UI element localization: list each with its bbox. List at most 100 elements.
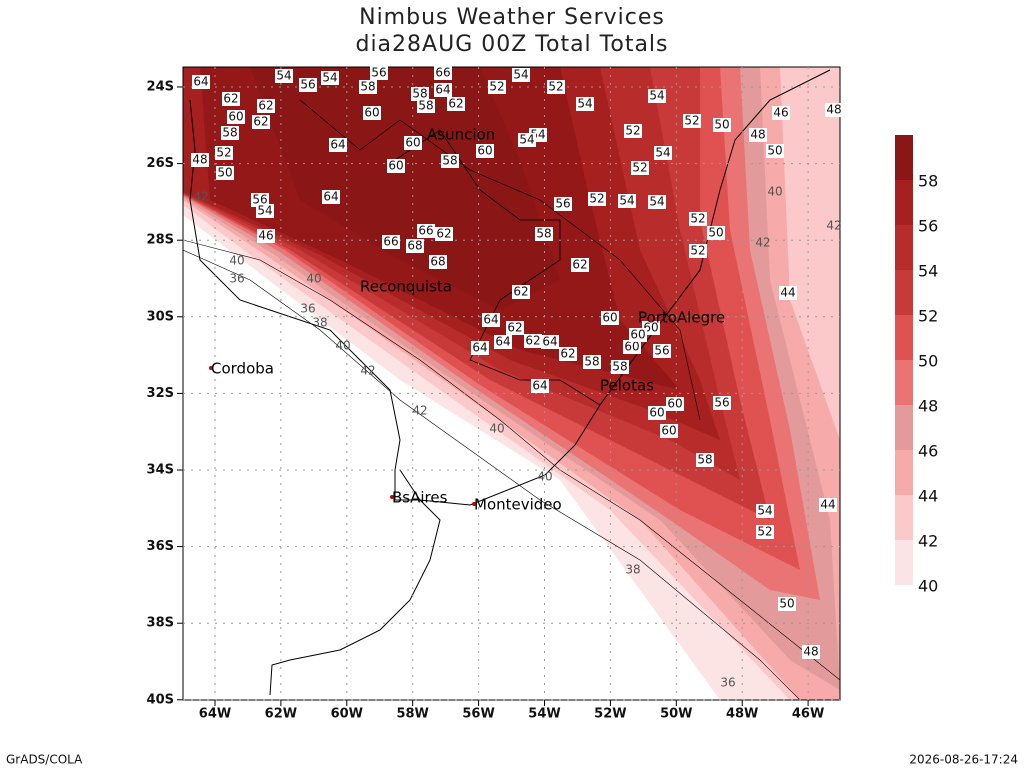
- contour-label-box: [192, 75, 210, 89]
- contour-label: 62: [448, 97, 463, 111]
- contour-label-box: [216, 166, 234, 180]
- contour-label: 52: [690, 244, 705, 258]
- colorbar-label: 58: [918, 172, 938, 191]
- contour-label: 54: [577, 97, 592, 111]
- lon-label: 62W: [265, 707, 297, 722]
- contour-label-box: [779, 286, 797, 300]
- contour-label: 42: [412, 404, 427, 418]
- contour-label-box: [756, 504, 774, 518]
- contour-label: 56: [654, 344, 669, 358]
- colorbar-label: 56: [918, 217, 938, 236]
- contour-label: 58: [222, 126, 237, 140]
- contour-label-box: [535, 227, 553, 241]
- contour-label-box: [387, 159, 405, 173]
- colorbar-label: 54: [918, 262, 938, 281]
- lon-label: 58W: [396, 707, 428, 722]
- contour-label: 48: [826, 103, 841, 117]
- contour-label: 44: [780, 286, 795, 300]
- colorbar-swatch: [895, 360, 913, 405]
- contour-label: 56: [371, 66, 386, 80]
- contour-label-box: [576, 97, 594, 111]
- contour-label-box: [359, 80, 377, 94]
- city-name: Montevideo: [474, 496, 562, 514]
- contour-label-box: [518, 133, 536, 147]
- contour-label-box: [618, 194, 636, 208]
- colorbar-swatch: [895, 180, 913, 225]
- contour-label: 48: [803, 645, 818, 659]
- contour-label-box: [624, 124, 642, 138]
- contour-label-box: [488, 80, 506, 94]
- contour-label-box: [648, 89, 666, 103]
- contour-label: 54: [519, 133, 534, 147]
- contour-label: 64: [532, 379, 547, 393]
- contour-label-box: [417, 99, 435, 113]
- contour-label-box: [275, 69, 293, 83]
- contour-label-box: [524, 334, 542, 348]
- contour-label: 62: [223, 92, 238, 106]
- contour-label: 60: [667, 397, 682, 411]
- contour-label-box: [404, 136, 422, 150]
- contour-label: 42: [360, 364, 375, 378]
- contour-label-box: [713, 118, 731, 132]
- contour-label-box: [512, 68, 530, 82]
- footer-right: 2026-08-26-17:24: [909, 753, 1018, 767]
- contour-label-box: [648, 406, 666, 420]
- contour-label: 62: [560, 347, 575, 361]
- contour-label: 62: [525, 334, 540, 348]
- contour-label-box: [256, 204, 274, 218]
- colorbar: 40 42 44 46 48 50 52 54 56 58: [895, 135, 938, 596]
- contour-label: 58: [442, 154, 457, 168]
- contour-label-box: [512, 285, 530, 299]
- contour-label: 56: [300, 78, 315, 92]
- contour-label: 40: [537, 470, 552, 484]
- contour-label-box: [654, 146, 672, 160]
- contour-label: 38: [625, 563, 640, 577]
- contour-label-box: [707, 226, 725, 240]
- contour-label: 52: [625, 124, 640, 138]
- contour-label-box: [506, 321, 524, 335]
- contour-label: 68: [430, 255, 445, 269]
- contour-label: 64: [193, 75, 208, 89]
- contour-label-box: [683, 114, 701, 128]
- contour-label: 50: [767, 144, 782, 158]
- contour-label-box: [227, 110, 245, 124]
- contour-label: 60: [364, 106, 379, 120]
- contour-label: 52: [690, 212, 705, 226]
- contour-label: 62: [253, 115, 268, 129]
- contour-label-box: [406, 239, 424, 253]
- contour-label-box: [434, 66, 452, 80]
- lon-label: 56W: [462, 707, 494, 722]
- footer-left: GrADS/COLA: [6, 753, 83, 767]
- colorbar-label: 52: [918, 307, 938, 326]
- city-name: Reconquista: [360, 278, 452, 296]
- contour-label: 60: [228, 110, 243, 124]
- contour-label: 60: [649, 406, 664, 420]
- contour-label: 48: [750, 128, 765, 142]
- contour-label: 58: [584, 355, 599, 369]
- contour-label: 54: [649, 195, 664, 209]
- contour-label: 62: [507, 321, 522, 335]
- contour-label: 40: [306, 272, 321, 286]
- lon-label: 48W: [726, 707, 758, 722]
- contour-label: 54: [619, 194, 634, 208]
- contour-label-box: [772, 106, 790, 120]
- contour-label: 54: [513, 68, 528, 82]
- contour-label-box: [257, 99, 275, 113]
- contour-label: 58: [412, 87, 427, 101]
- lon-label: 46W: [792, 707, 824, 722]
- contour-label-box: [447, 97, 465, 111]
- contour-label-box: [321, 71, 339, 85]
- contour-label: 54: [322, 71, 337, 85]
- lat-label: 30S: [147, 309, 174, 324]
- contour-label: 60: [602, 311, 617, 325]
- contour-label-box: [363, 106, 381, 120]
- contour-label-box: [471, 341, 489, 355]
- contour-label: 64: [435, 83, 450, 97]
- contour-label-box: [631, 161, 649, 175]
- lat-label: 28S: [147, 233, 174, 248]
- contour-label: 38: [312, 316, 327, 330]
- subtitle: dia28AUG 00Z Total Totals: [355, 32, 668, 57]
- lon-label: 54W: [528, 707, 560, 722]
- city-name: BsAires: [392, 489, 448, 507]
